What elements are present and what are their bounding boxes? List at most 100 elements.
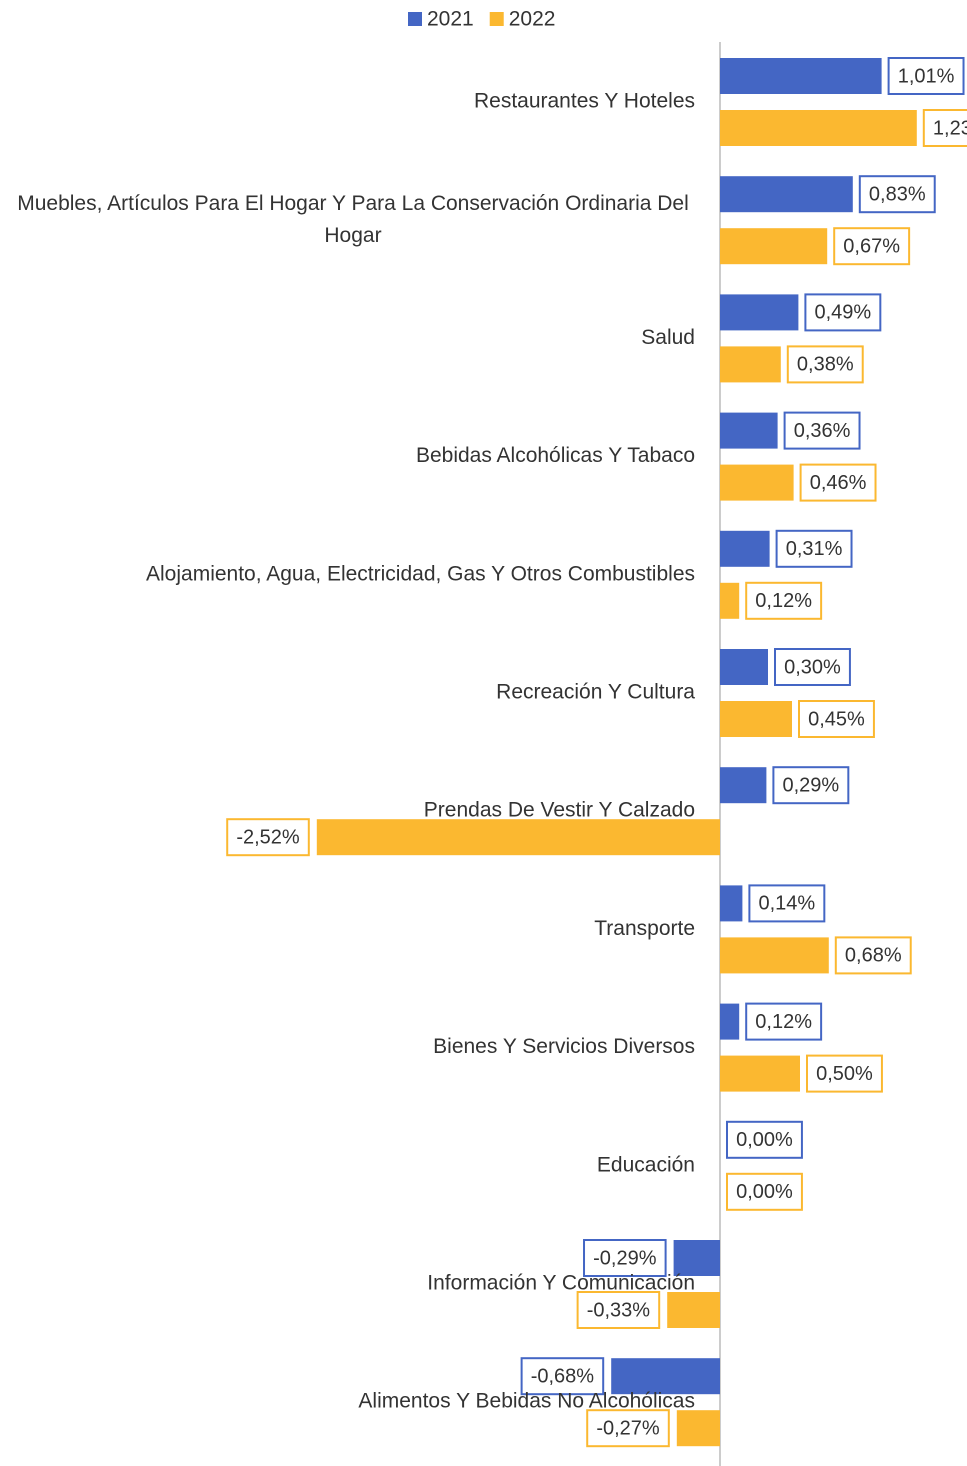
bar bbox=[667, 1292, 720, 1328]
bar bbox=[720, 767, 767, 804]
bar bbox=[676, 1410, 720, 1447]
category-label: Alojamiento, Agua, Electricidad, Gas Y O… bbox=[146, 562, 695, 585]
data-label-box bbox=[520, 1357, 605, 1396]
bar bbox=[720, 294, 799, 331]
category-label: Alimentos Y Bebidas No Alcohólicas bbox=[358, 1390, 695, 1413]
data-label: 0,38% bbox=[786, 345, 864, 384]
bar bbox=[673, 1240, 720, 1276]
data-label-box bbox=[774, 648, 851, 686]
data-label: 0,36% bbox=[783, 411, 861, 450]
data-label-box bbox=[576, 1291, 661, 1329]
data-label-text: -0,29% bbox=[593, 1247, 657, 1269]
bar bbox=[720, 176, 853, 213]
bar bbox=[720, 649, 768, 685]
data-label-text: -0,68% bbox=[531, 1365, 595, 1387]
data-label-box bbox=[833, 227, 911, 266]
data-label-text: 0,12% bbox=[755, 1011, 812, 1033]
data-label-box bbox=[745, 1002, 823, 1041]
data-label-box bbox=[799, 463, 877, 502]
data-label: 0,12% bbox=[745, 1002, 823, 1041]
data-label-box bbox=[786, 345, 864, 384]
data-label: 0,31% bbox=[775, 529, 853, 568]
data-label: -0,29% bbox=[583, 1239, 667, 1277]
data-label-box bbox=[583, 1239, 667, 1277]
data-label-box bbox=[775, 529, 853, 568]
bar bbox=[720, 701, 792, 737]
data-label-box bbox=[726, 1120, 803, 1159]
data-label-box bbox=[922, 109, 967, 147]
bar bbox=[720, 58, 882, 94]
data-label: 0,46% bbox=[799, 463, 877, 502]
data-label-text: 0,46% bbox=[810, 472, 867, 494]
data-label: -0,27% bbox=[586, 1409, 670, 1448]
data-label-text: 1,01% bbox=[898, 65, 955, 87]
bar bbox=[720, 885, 743, 922]
data-label-text: 0,00% bbox=[736, 1129, 793, 1151]
data-label-box bbox=[887, 57, 965, 95]
data-label: 0,14% bbox=[748, 884, 826, 923]
legend-label: 2021 bbox=[427, 8, 474, 31]
data-label-text: 0,67% bbox=[843, 235, 900, 257]
data-label: 0,30% bbox=[774, 648, 851, 686]
data-label-text: 0,45% bbox=[808, 708, 865, 730]
data-label-text: 0,36% bbox=[794, 420, 851, 442]
data-label-box bbox=[858, 175, 936, 214]
bar bbox=[720, 228, 828, 265]
data-label: 0,00% bbox=[726, 1172, 803, 1211]
data-label: -0,33% bbox=[576, 1291, 661, 1329]
category-label: Transporte bbox=[594, 917, 695, 940]
data-label: 1,23% bbox=[922, 109, 967, 147]
bar bbox=[611, 1358, 720, 1395]
data-label: 0,67% bbox=[833, 227, 911, 266]
bar bbox=[316, 819, 720, 856]
data-label-box bbox=[748, 884, 826, 923]
bar bbox=[720, 110, 917, 146]
legend-swatch bbox=[489, 12, 504, 26]
bar bbox=[720, 530, 770, 567]
data-label-text: 0,31% bbox=[786, 538, 843, 560]
data-label: 0,49% bbox=[804, 293, 882, 332]
bar bbox=[720, 582, 740, 619]
data-label-box bbox=[798, 700, 875, 738]
data-label-box bbox=[745, 581, 823, 620]
data-label-text: -0,33% bbox=[587, 1299, 651, 1321]
data-label-text: 0,12% bbox=[755, 590, 812, 612]
data-label: 0,00% bbox=[726, 1120, 803, 1159]
category-label: Prendas De Vestir Y Calzado bbox=[424, 799, 695, 822]
data-label-text: 1,23% bbox=[933, 117, 967, 139]
data-label: 0,29% bbox=[772, 766, 850, 805]
bar bbox=[720, 937, 829, 974]
bar bbox=[720, 1003, 740, 1040]
data-label-text: -0,27% bbox=[596, 1417, 660, 1439]
category-label: Salud bbox=[641, 326, 695, 349]
data-label: 0,50% bbox=[806, 1054, 883, 1093]
legend-swatch bbox=[408, 12, 422, 26]
category-label: Bienes Y Servicios Diversos bbox=[433, 1035, 695, 1058]
category-label-line: Hogar bbox=[324, 224, 381, 247]
data-label: 0,45% bbox=[798, 700, 875, 738]
data-label-box bbox=[586, 1409, 670, 1448]
category-label: Bebidas Alcohólicas Y Tabaco bbox=[416, 444, 695, 467]
category-label: Educación bbox=[597, 1153, 695, 1176]
data-label: -0,68% bbox=[520, 1357, 605, 1396]
data-label-box bbox=[772, 766, 850, 805]
legend-label: 2022 bbox=[509, 8, 556, 31]
data-label-text: 0,14% bbox=[759, 893, 816, 915]
data-label-text: 0,50% bbox=[816, 1063, 873, 1085]
data-label: 0,83% bbox=[858, 175, 936, 214]
data-label: -2,52% bbox=[226, 818, 310, 857]
data-label-text: 0,83% bbox=[869, 183, 926, 205]
data-label-text: 0,38% bbox=[797, 354, 854, 376]
bar bbox=[720, 464, 794, 501]
data-label-text: -2,52% bbox=[236, 826, 300, 848]
data-label-box bbox=[834, 936, 912, 975]
data-label-box bbox=[726, 1172, 803, 1211]
data-label: 0,12% bbox=[745, 581, 823, 620]
bar bbox=[720, 1055, 800, 1092]
data-label-text: 0,30% bbox=[784, 656, 841, 678]
bar bbox=[720, 346, 781, 383]
bar bbox=[720, 412, 778, 449]
data-label-box bbox=[804, 293, 882, 332]
data-label-box bbox=[783, 411, 861, 450]
